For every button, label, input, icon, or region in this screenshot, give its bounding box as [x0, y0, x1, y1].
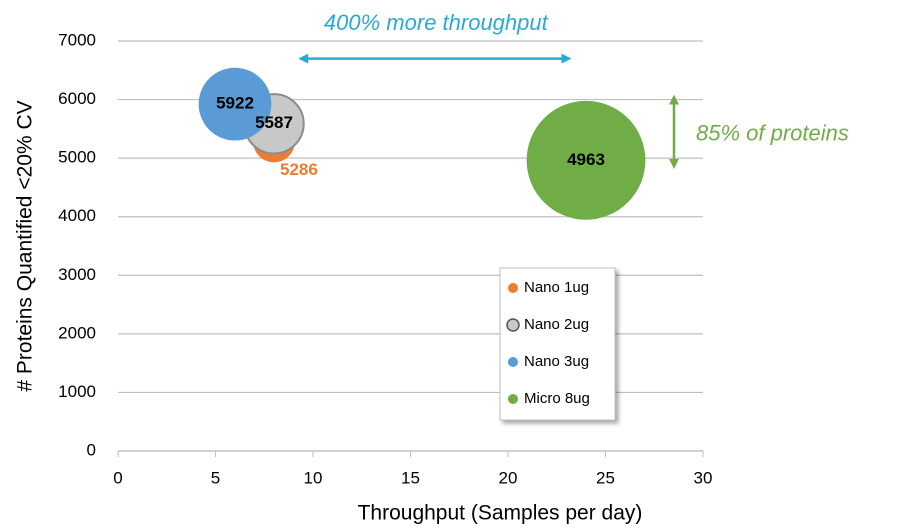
legend-marker [508, 357, 518, 367]
y-tick-label: 6000 [58, 89, 96, 108]
legend-marker [506, 318, 520, 332]
y-tick-label: 0 [87, 440, 96, 459]
legend-marker [508, 283, 518, 293]
legend: Nano 1ug Nano 2ug Nano 3ug Micro 8ug [499, 267, 616, 421]
y-tick-label: 2000 [58, 323, 96, 342]
data-label: 5587 [255, 113, 293, 132]
legend-label: Nano 3ug [524, 353, 589, 370]
annotation: 400% more throughput [324, 10, 549, 35]
y-axis-label: # Proteins Quantified <20% CV [14, 100, 37, 391]
x-tick-label: 15 [401, 468, 420, 487]
annotation: 85% of proteins [696, 121, 849, 146]
x-tick-label: 25 [596, 468, 615, 487]
legend-label: Nano 2ug [524, 316, 589, 333]
legend-marker [508, 394, 518, 404]
legend-box [499, 267, 616, 421]
bubble [526, 100, 646, 220]
x-tick-label: 20 [499, 468, 518, 487]
bubble [198, 67, 272, 141]
data-label: 4963 [567, 150, 605, 169]
x-tick-label: 0 [113, 468, 122, 487]
y-tick-label: 7000 [58, 30, 96, 49]
data-label: 5922 [216, 94, 254, 113]
legend-label: Nano 1ug [524, 279, 589, 296]
y-tick-label: 5000 [58, 148, 96, 167]
x-tick-label: 10 [304, 468, 323, 487]
legend-label: Micro 8ug [524, 390, 590, 407]
data-label: 5286 [280, 160, 318, 179]
x-tick-label: 5 [211, 468, 220, 487]
y-tick-label: 4000 [58, 206, 96, 225]
y-tick-label: 1000 [58, 382, 96, 401]
y-tick-label: 3000 [58, 265, 96, 284]
x-axis-label: Throughput (Samples per day) [358, 502, 643, 525]
x-tick-label: 30 [694, 468, 713, 487]
